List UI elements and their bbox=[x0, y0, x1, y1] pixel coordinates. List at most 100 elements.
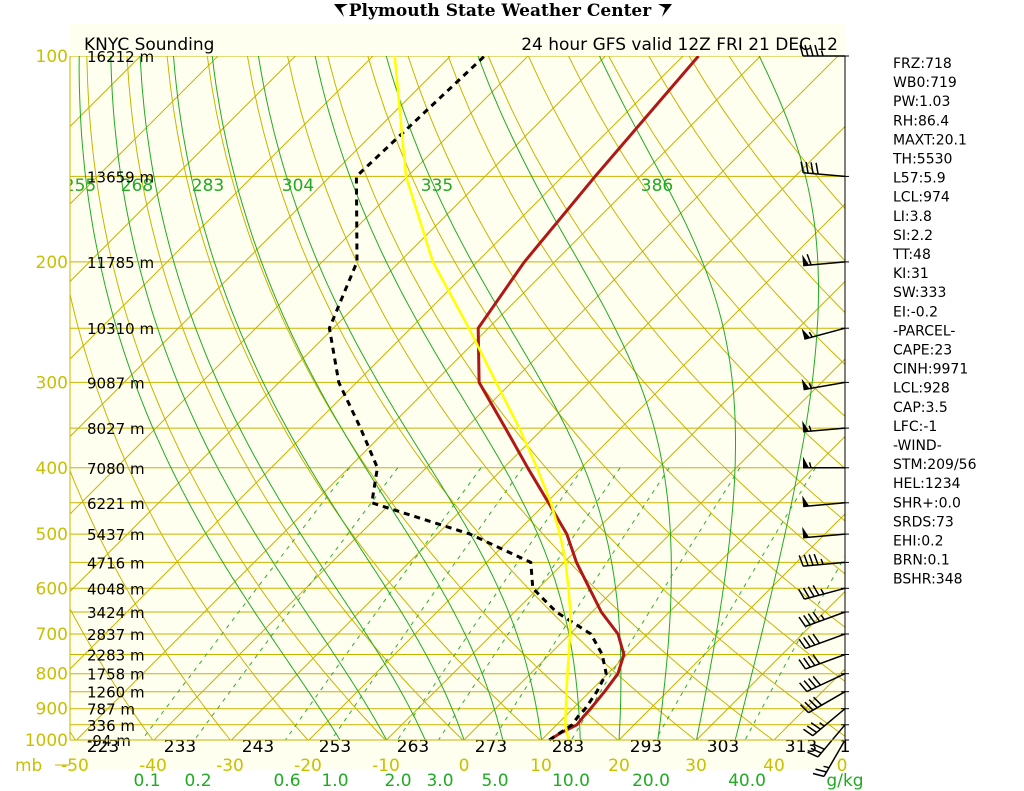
temperature-tick-label: 10 bbox=[530, 756, 552, 776]
index-value: SHR+:0.0 bbox=[893, 495, 961, 511]
theta-label: 253 bbox=[319, 737, 351, 757]
moist-adiabat-line bbox=[599, 56, 736, 741]
mixing-ratio-label: 10.0 bbox=[552, 771, 590, 791]
theta-label: 223 bbox=[87, 737, 119, 757]
mixing-ratio-line bbox=[141, 467, 350, 741]
dry-adiabat-line bbox=[447, 56, 845, 575]
height-label: 5437 m bbox=[87, 526, 145, 544]
wind-barb bbox=[801, 378, 846, 391]
dry-adiabat-line bbox=[608, 56, 845, 366]
dry-adiabats bbox=[70, 56, 845, 741]
index-value: -WIND- bbox=[893, 438, 942, 454]
mixing-ratio-line bbox=[744, 555, 845, 741]
index-value: SI:2.2 bbox=[893, 228, 933, 244]
height-label: 9087 m bbox=[87, 374, 145, 392]
isotherm-line bbox=[70, 56, 451, 438]
thetae-label: 386 bbox=[641, 176, 673, 196]
plot-area bbox=[70, 24, 845, 769]
wind-barb bbox=[812, 739, 846, 778]
index-value: BRN:0.1 bbox=[893, 553, 950, 569]
height-label: -94 m bbox=[87, 732, 131, 750]
height-label: 336 m bbox=[87, 717, 135, 735]
mixing-ratio-lines bbox=[141, 467, 845, 741]
isotherm-line bbox=[70, 56, 684, 670]
height-label: 1260 m bbox=[87, 684, 145, 702]
mixing-ratio-label: 20.0 bbox=[632, 771, 670, 791]
moist-adiabat-line bbox=[78, 56, 341, 741]
temperature-tick-label: -40 bbox=[139, 756, 167, 776]
wind-barb bbox=[799, 44, 845, 57]
temperature-tick-label: -10 bbox=[372, 756, 400, 776]
pressure-tick-label: 900 bbox=[36, 700, 68, 720]
height-label: 10310 m bbox=[87, 320, 154, 338]
dry-adiabat-line bbox=[327, 56, 845, 737]
dry-adiabat-line bbox=[246, 56, 696, 741]
index-value: -PARCEL- bbox=[893, 323, 955, 339]
height-label: 4716 m bbox=[87, 554, 145, 572]
isotherm-line bbox=[70, 56, 219, 205]
wind-barb bbox=[798, 553, 846, 567]
moist-adiabat-line bbox=[385, 56, 622, 741]
index-value: CAPE:23 bbox=[893, 343, 952, 359]
index-value: KI:31 bbox=[893, 266, 929, 282]
wind-barb-column bbox=[798, 44, 849, 778]
height-label: 11785 m bbox=[87, 254, 154, 272]
dry-adiabat-line bbox=[70, 291, 309, 741]
temperature-tick-label: 20 bbox=[608, 756, 630, 776]
pressure-tick-label: 800 bbox=[36, 665, 68, 685]
isotherm-line bbox=[70, 56, 296, 283]
pressure-tick-label: 500 bbox=[36, 525, 68, 545]
isotherm-line bbox=[70, 56, 606, 593]
theta-label: 233 bbox=[164, 737, 196, 757]
index-value: CAP:3.5 bbox=[893, 400, 948, 416]
index-value: CINH:9971 bbox=[893, 362, 968, 378]
isotherm-line bbox=[386, 280, 845, 741]
plot-content: 255 268 283 304 335 386 bbox=[64, 56, 845, 742]
index-value: EHI:0.2 bbox=[893, 534, 943, 550]
isotherm-line bbox=[70, 56, 529, 515]
wind-barb bbox=[798, 585, 846, 600]
dry-adiabat-line bbox=[206, 56, 619, 741]
moist-adiabat-line bbox=[173, 56, 465, 741]
wind-barb bbox=[798, 611, 846, 628]
stability-indices: FRZ:718 WB0:719 PW:1.03 RH:86.4 MAXT:20.1 TH:… bbox=[892, 56, 977, 588]
isotherm-line bbox=[231, 125, 845, 741]
isotherm-line bbox=[76, 56, 761, 741]
isotherm-line bbox=[153, 56, 839, 741]
pressure-tick-label: 300 bbox=[36, 373, 68, 393]
dry-adiabat-line bbox=[527, 56, 845, 470]
mixing-ratio-label: 0.2 bbox=[184, 771, 211, 791]
height-label: 8027 m bbox=[87, 420, 145, 438]
wind-barb bbox=[798, 653, 846, 670]
height-label: 1758 m bbox=[87, 666, 145, 684]
moist-adiabat-line bbox=[477, 56, 672, 741]
index-value: TH:5530 bbox=[892, 152, 952, 168]
isotherm-line bbox=[70, 56, 374, 360]
thetae-label-group: 255 268 283 304 335 386 bbox=[64, 176, 673, 196]
index-value: MAXT:20.1 bbox=[893, 132, 967, 148]
thetae-label: 255 bbox=[64, 176, 96, 196]
dry-adiabat-line bbox=[487, 56, 845, 522]
sounding-traces bbox=[327, 56, 700, 742]
chart-title-left: KNYC Sounding bbox=[84, 35, 214, 55]
wind-barb bbox=[803, 456, 845, 469]
height-label: 16212 m bbox=[87, 48, 154, 66]
theta-label: 1 bbox=[840, 737, 851, 757]
pressure-tick-label: 200 bbox=[36, 253, 68, 273]
index-value: WB0:719 bbox=[893, 75, 957, 91]
wind-barb bbox=[802, 495, 846, 508]
pressure-tick-label: 600 bbox=[36, 579, 68, 599]
mixing-ratio-line bbox=[492, 467, 670, 741]
dry-adiabat-line bbox=[407, 56, 845, 628]
index-value: SW:333 bbox=[893, 285, 946, 301]
wind-barb bbox=[799, 691, 846, 714]
height-label: 787 m bbox=[87, 701, 135, 719]
temperature-tick-label: 40 bbox=[763, 756, 785, 776]
mixing-ratio-line bbox=[330, 467, 524, 741]
bottom-axis-labels: 223 233 243 253 263 273 283 293 303 313 1 -50 -40 -30… bbox=[61, 737, 863, 791]
temperature-tick-label: -50 bbox=[61, 756, 89, 776]
height-label: 13659 m bbox=[87, 168, 154, 186]
index-value: BSHR:348 bbox=[893, 572, 963, 588]
height-label: 4048 m bbox=[87, 580, 145, 598]
chart-header-title: Plymouth State Weather Center bbox=[349, 1, 652, 21]
